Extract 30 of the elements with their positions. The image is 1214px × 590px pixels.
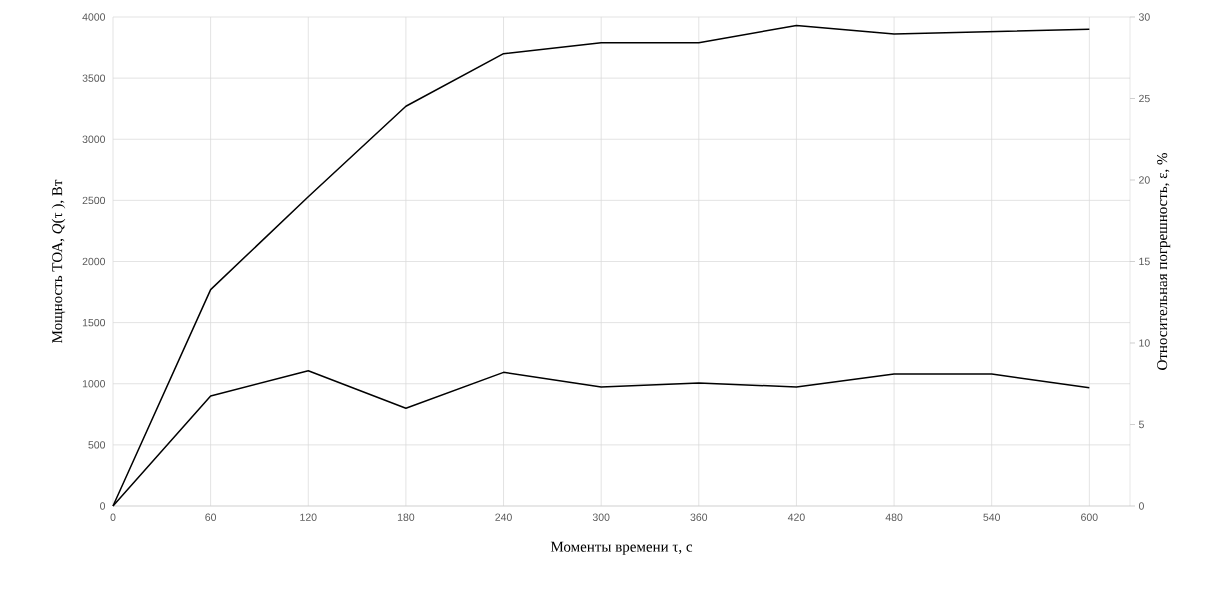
x-tick-label: 60 — [205, 513, 217, 521]
x-tick-label: 420 — [787, 513, 805, 521]
y-tick-label: 500 — [88, 441, 106, 449]
y-tick-label: 3000 — [82, 135, 106, 143]
y2-tick-label: 10 — [1139, 339, 1150, 347]
x-tick-label: 480 — [885, 513, 903, 521]
y2-tick-label: 0 — [1138, 502, 1144, 510]
y-tick-label: 2500 — [82, 196, 106, 205]
y-axis-title: Мощность ТОА, Q(τ ), Вт — [51, 179, 66, 343]
y-tick-label: 0 — [100, 502, 106, 510]
x-tick-label: 240 — [495, 513, 512, 521]
y2-tick-label: 30 — [1138, 13, 1150, 21]
x-tick-label: 180 — [397, 513, 415, 521]
y2-tick-label: 25 — [1139, 94, 1150, 103]
x-tick-label: 120 — [300, 513, 317, 521]
y2-tick-label: 5 — [1138, 420, 1144, 429]
y2-tick-label: 15 — [1139, 257, 1150, 266]
y-tick-label: 2000 — [82, 257, 106, 266]
x-tick-label: 600 — [1081, 513, 1098, 521]
x-tick-label: 300 — [592, 513, 610, 521]
x-tick-label: 0 — [110, 513, 116, 521]
x-axis-title: Моменты времени τ, с — [550, 541, 693, 555]
y-tick-label: 4000 — [82, 13, 106, 21]
y-tick-label: 3500 — [82, 74, 106, 82]
y2-tick-label: 20 — [1139, 176, 1150, 184]
x-tick-label: 540 — [983, 513, 1001, 521]
y-tick-label: 1000 — [82, 380, 106, 388]
x-tick-label: 360 — [690, 513, 708, 521]
y2-axis-title: Относительная погрешность, ε, % — [1157, 153, 1171, 370]
y-tick-label: 1500 — [82, 318, 106, 327]
